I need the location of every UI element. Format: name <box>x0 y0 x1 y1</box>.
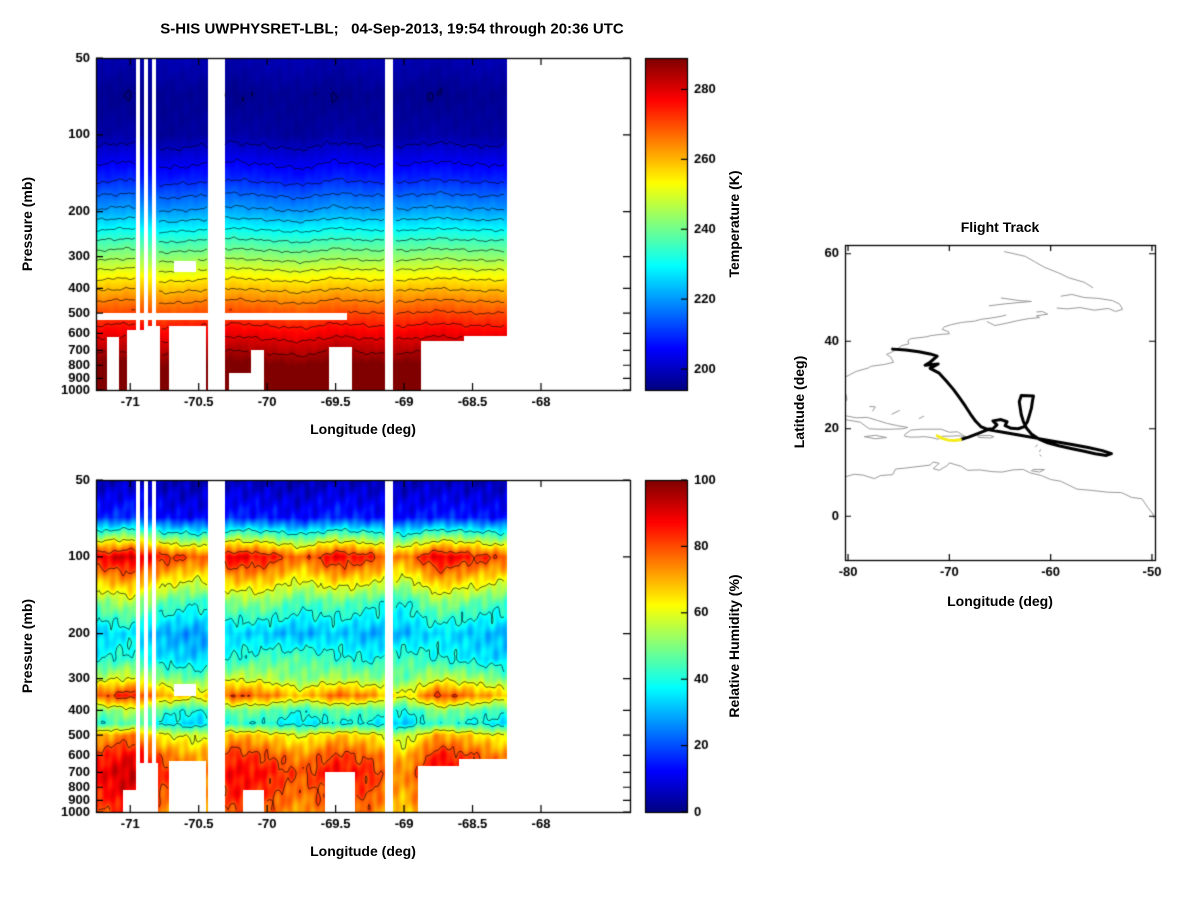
map-xlabel: Longitude (deg) <box>947 593 1053 609</box>
figure-title: S-HIS UWPHYSRET-LBL; 04-Sep-2013, 19:54 … <box>160 20 624 38</box>
temp-colorbar-label: Temperature (K) <box>726 170 742 278</box>
rh-xlabel: Longitude (deg) <box>310 843 416 859</box>
map-title: Flight Track <box>960 219 1040 235</box>
temp-xlabel: Longitude (deg) <box>310 421 416 437</box>
rh-colorbar-label: Relative Humidity (%) <box>726 574 742 718</box>
map-ylabel: Latitude (deg) <box>791 355 807 449</box>
rh-ylabel: Pressure (mb) <box>19 598 35 694</box>
temp-ylabel: Pressure (mb) <box>19 176 35 272</box>
